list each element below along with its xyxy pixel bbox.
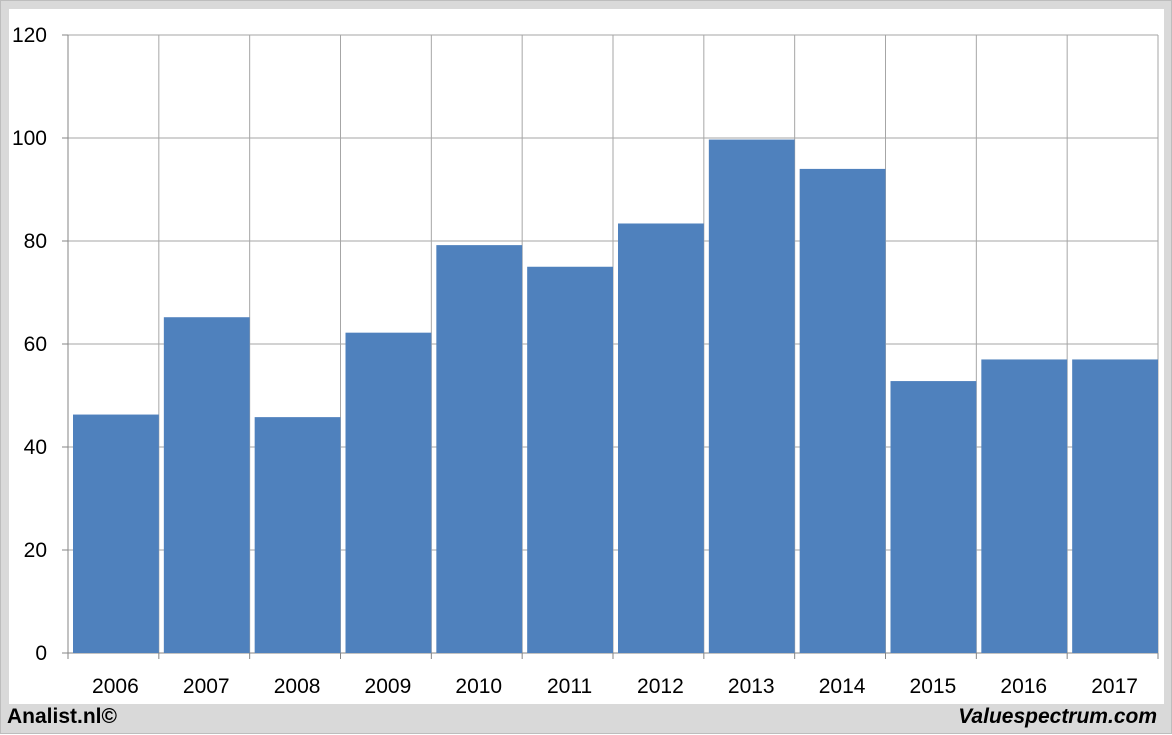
bar-2007: [163, 317, 250, 653]
x-tick-label: 2014: [819, 675, 866, 698]
x-tick-label: 2008: [274, 675, 321, 698]
y-tick-label: 0: [35, 642, 47, 665]
x-tick-label: 2009: [365, 675, 412, 698]
y-tick-label: 20: [24, 539, 47, 562]
x-tick-label: 2015: [910, 675, 957, 698]
y-tick-label: 60: [24, 333, 47, 356]
bar-2015: [890, 381, 977, 653]
bar-2013: [708, 139, 795, 654]
x-tick-label: 2016: [1000, 675, 1047, 698]
bar-2010: [436, 245, 523, 653]
x-tick-label: 2010: [455, 675, 502, 698]
bar-2016: [981, 359, 1068, 653]
x-tick-label: 2012: [637, 675, 684, 698]
bar-2006: [73, 414, 159, 653]
footer-site-label: Valuespectrum.com: [958, 705, 1157, 728]
y-tick-label: 120: [12, 24, 47, 47]
bar-2017: [1072, 359, 1158, 653]
bar-2008: [254, 417, 341, 653]
x-tick-label: 2017: [1091, 675, 1138, 698]
footer-source-label: Analist.nl©: [7, 705, 117, 728]
bar-2014: [799, 168, 886, 653]
y-tick-label: 100: [12, 127, 47, 150]
bar-2012: [618, 223, 704, 654]
x-tick-label: 2011: [547, 675, 592, 698]
x-tick-label: 2013: [728, 675, 775, 698]
y-tick-label: 40: [24, 436, 47, 459]
bar-2009: [345, 332, 432, 653]
bar-2011: [527, 266, 613, 653]
y-tick-label: 80: [24, 230, 47, 253]
x-tick-label: 2006: [92, 675, 139, 698]
x-tick-label: 2007: [183, 675, 230, 698]
